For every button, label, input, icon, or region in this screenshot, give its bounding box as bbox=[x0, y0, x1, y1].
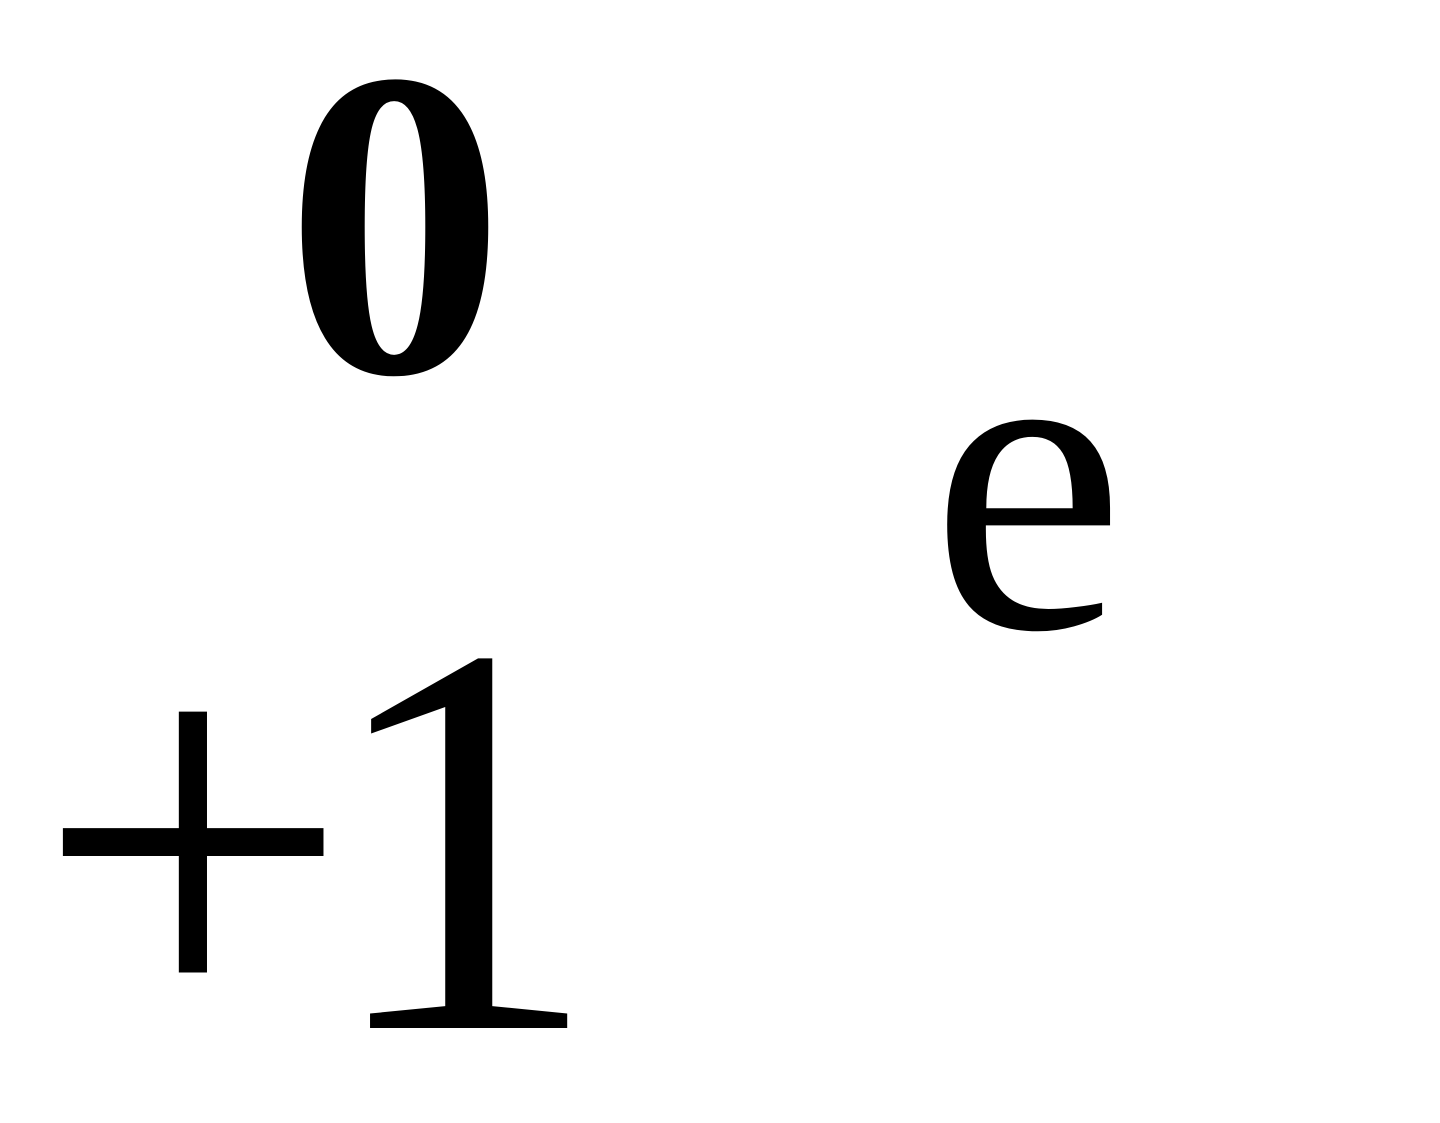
superscript-zero: 0 bbox=[285, 5, 495, 445]
subscript-plus-one: +1 bbox=[35, 560, 571, 1120]
base-symbol-e: e bbox=[930, 260, 1125, 700]
notation-canvas: 0 e +1 bbox=[0, 0, 1440, 1123]
